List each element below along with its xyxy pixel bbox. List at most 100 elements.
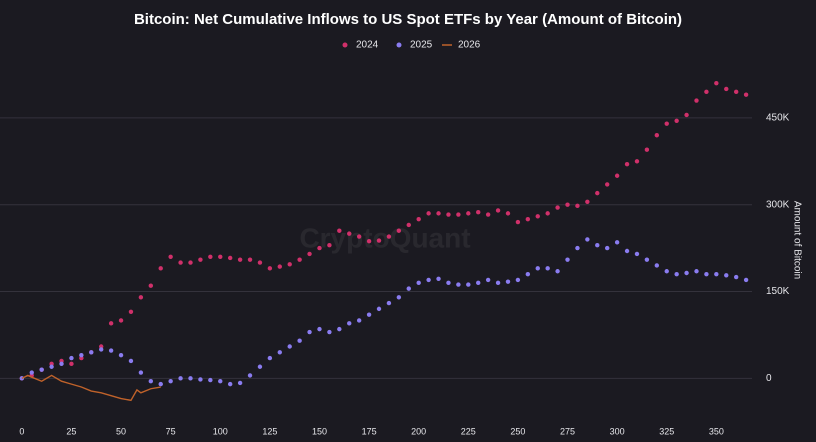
data-point <box>247 257 253 262</box>
data-point <box>138 370 144 375</box>
data-point <box>118 318 124 323</box>
data-point <box>565 202 570 207</box>
data-point <box>426 277 431 283</box>
x-tick-label: 75 <box>166 426 176 436</box>
data-point <box>347 321 352 326</box>
data-point <box>59 361 64 367</box>
x-tick-label: 125 <box>262 426 277 436</box>
data-point <box>664 121 669 126</box>
data-point <box>128 309 134 314</box>
data-point <box>674 118 679 123</box>
data-point <box>555 269 560 274</box>
data-point <box>168 254 173 259</box>
data-point <box>634 159 640 164</box>
data-point <box>743 92 749 97</box>
data-point <box>575 245 580 251</box>
data-point <box>456 282 461 287</box>
data-point <box>684 270 689 276</box>
data-point <box>495 208 501 213</box>
data-point <box>545 211 550 216</box>
data-point <box>376 306 382 312</box>
data-point <box>535 214 540 219</box>
data-point <box>605 182 610 187</box>
data-point <box>436 276 441 281</box>
data-point <box>724 86 729 92</box>
data-point <box>743 277 749 283</box>
data-point <box>396 295 402 300</box>
data-point <box>237 380 243 386</box>
data-point <box>495 280 501 286</box>
data-point <box>456 212 461 217</box>
data-point <box>644 147 650 152</box>
data-point <box>674 271 679 277</box>
data-point <box>525 271 531 277</box>
data-point <box>605 245 610 251</box>
data-point <box>575 203 580 209</box>
data-point <box>327 329 332 335</box>
data-line <box>21 374 161 402</box>
y-tick-label: 450K <box>766 113 790 124</box>
data-point <box>297 257 302 262</box>
data-point <box>168 379 173 384</box>
data-point <box>733 89 739 95</box>
data-point <box>466 282 471 287</box>
data-point <box>297 338 302 343</box>
x-tick-label: 300 <box>610 426 625 436</box>
data-point <box>277 350 282 355</box>
x-tick-label: 225 <box>461 426 476 436</box>
x-tick-label: 250 <box>510 426 525 436</box>
data-point <box>267 355 273 361</box>
data-point <box>337 326 342 332</box>
data-point <box>89 350 94 355</box>
data-point <box>634 251 640 257</box>
data-point <box>684 112 689 118</box>
data-point <box>466 211 471 216</box>
legend-label: 2025 <box>410 40 433 51</box>
data-point <box>49 364 54 369</box>
data-point <box>485 277 491 283</box>
x-tick-label: 150 <box>312 426 327 436</box>
data-point <box>724 273 729 278</box>
y-tick-label: 150K <box>766 286 790 297</box>
data-point <box>227 255 233 261</box>
x-tick-label: 50 <box>116 426 126 436</box>
data-point <box>178 260 183 265</box>
data-point <box>356 234 362 239</box>
data-point <box>476 210 481 215</box>
data-point <box>257 364 263 369</box>
data-point <box>525 216 531 222</box>
x-tick-label: 325 <box>659 426 674 436</box>
data-point <box>515 277 521 283</box>
data-point <box>386 234 392 239</box>
data-point <box>198 257 203 262</box>
data-point <box>614 240 620 245</box>
data-point <box>585 199 590 205</box>
data-point <box>39 367 44 372</box>
legend-label: 2026 <box>458 40 481 51</box>
y-axis-label: Amount of Bitcoin <box>791 201 802 279</box>
x-tick-label: 25 <box>66 426 76 436</box>
data-point <box>29 370 34 375</box>
data-point <box>148 379 154 384</box>
data-point <box>158 381 163 387</box>
legend-label: 2024 <box>356 40 379 51</box>
data-point <box>158 266 163 271</box>
data-point <box>366 238 372 244</box>
data-point <box>218 254 223 259</box>
data-point <box>714 271 719 277</box>
data-point <box>714 80 719 86</box>
data-point <box>267 266 273 271</box>
data-point <box>386 300 392 306</box>
chart-title: Bitcoin: Net Cumulative Inflows to US Sp… <box>134 11 682 28</box>
data-point <box>624 248 630 254</box>
x-tick-label: 200 <box>411 426 426 436</box>
x-tick-label: 100 <box>213 426 228 436</box>
data-point <box>347 231 352 236</box>
data-point <box>654 133 660 138</box>
data-point <box>426 211 431 216</box>
data-point <box>208 254 213 259</box>
data-point <box>148 283 154 288</box>
data-point <box>287 344 292 349</box>
data-point <box>247 373 253 378</box>
